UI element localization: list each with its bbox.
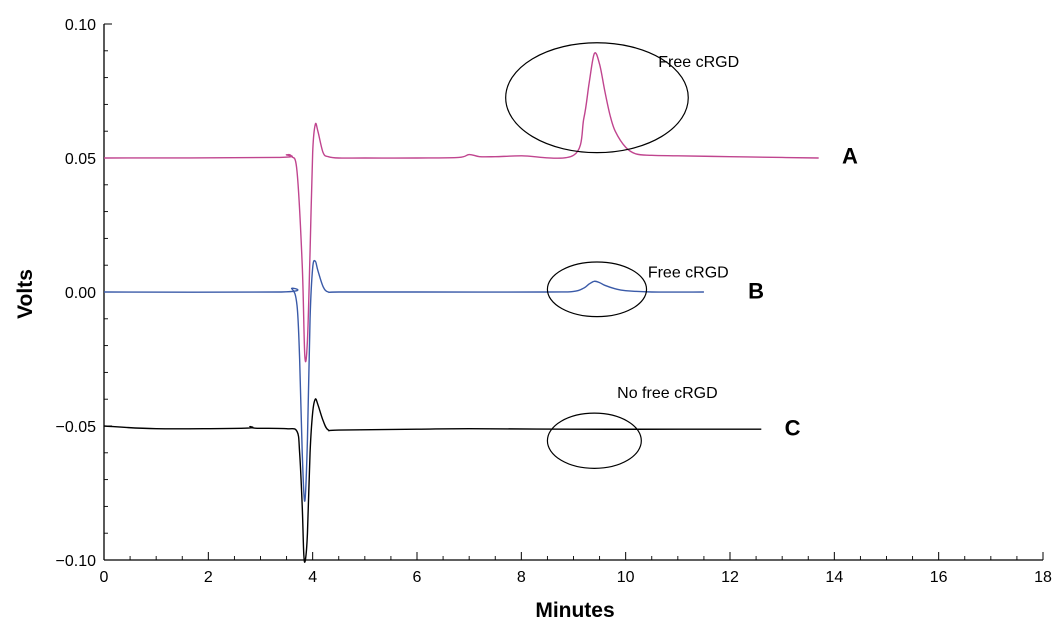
x-tick-label-16: 16 [930,569,948,586]
trace-label-c: C [785,415,801,440]
series-lines [103,52,819,563]
series-c-line [103,398,762,563]
x-tick-label-0: 0 [100,569,109,586]
highlight-ellipse-2 [546,261,648,318]
y-tick-label-4: 0.10 [65,17,96,34]
x-tick-label-12: 12 [721,569,739,586]
tick-labels: 0 2 4 6 8 10 12 14 16 18 −0.10 −0.05 0.00 0.05 0.10 [56,17,1052,586]
highlight-ellipse-3 [546,412,642,469]
x-axis-title: Minutes [535,599,614,622]
annotation-3: No free cRGD [617,385,717,402]
annotations: Free cRGD Free cRGD No free cRGD A B C [617,54,858,441]
x-tick-label-2: 2 [204,569,213,586]
y-tick-label-0: −0.10 [56,553,97,570]
y-tick-label-3: 0.05 [65,151,96,168]
series-b-line [103,259,704,502]
y-tick-label-2: 0.00 [65,285,96,302]
highlight-ellipse-1 [505,42,689,154]
trace-label-b: B [748,279,764,304]
x-tick-label-18: 18 [1034,569,1052,586]
annotation-2: Free cRGD [648,264,729,281]
annotation-1: Free cRGD [658,54,739,71]
x-tick-label-10: 10 [617,569,635,586]
y-tick-label-1: −0.05 [56,419,97,436]
y-axis-title: Volts [14,269,37,319]
highlight-ellipses [505,42,689,469]
x-tick-label-14: 14 [825,569,843,586]
x-tick-label-6: 6 [413,569,422,586]
series-a-line [103,52,819,363]
trace-label-a: A [842,143,858,168]
x-tick-label-4: 4 [308,569,317,586]
x-tick-label-8: 8 [517,569,526,586]
